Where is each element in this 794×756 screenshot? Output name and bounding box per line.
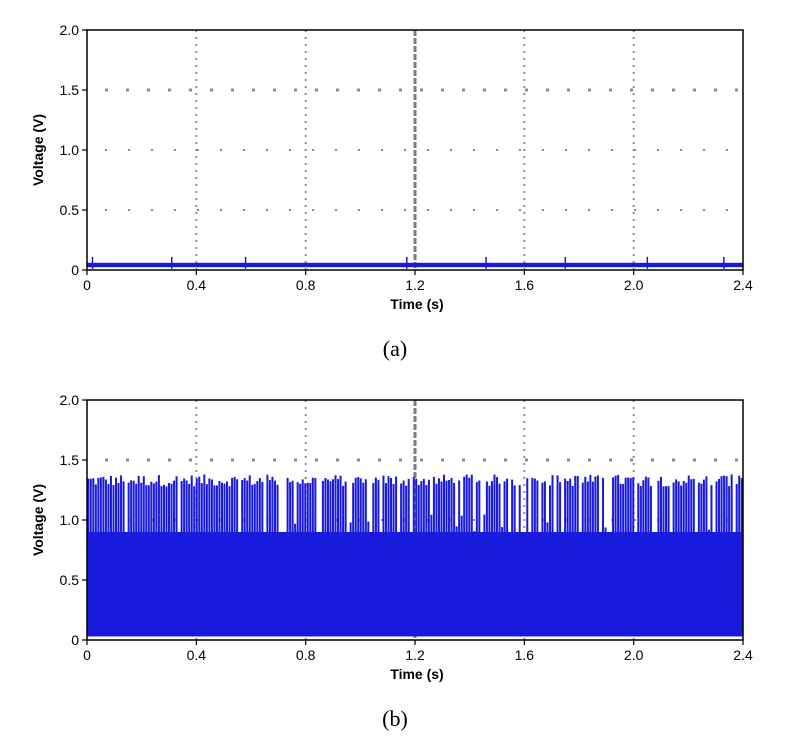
y-tick-label: 0.5 [60, 202, 80, 218]
x-tick-label: 0.8 [296, 647, 316, 663]
y-tick-label: 2.0 [60, 22, 80, 38]
panel-caption: (a) [383, 336, 407, 361]
x-tick-label: 1.6 [515, 277, 535, 293]
x-tick-label: 0.4 [187, 647, 207, 663]
y-axis-label: Voltage (V) [30, 484, 46, 556]
x-tick-label: 1.2 [405, 647, 425, 663]
panel-caption: (b) [382, 706, 408, 731]
series-trace [87, 474, 743, 637]
x-axis-label: Time (s) [390, 296, 443, 312]
x-tick-label: 2.4 [733, 647, 753, 663]
x-tick-label: 0.8 [296, 277, 316, 293]
y-tick-label: 1.0 [60, 512, 80, 528]
x-tick-label: 0 [83, 647, 91, 663]
y-tick-label: 1.5 [60, 82, 80, 98]
y-tick-label: 2.0 [60, 392, 80, 408]
y-axis-label: Voltage (V) [30, 114, 46, 186]
x-tick-label: 1.2 [405, 277, 425, 293]
series-fill [87, 532, 743, 637]
x-tick-label: 0 [83, 277, 91, 293]
y-tick-label: 0 [71, 262, 79, 278]
x-axis-label: Time (s) [390, 666, 443, 682]
panel-a: 0 0.4 0.8 1.2 1.6 2.0 2.4 0 0.5 1.0 1.5 2.0 Time (s)… [30, 22, 753, 361]
y-tick-label: 0 [71, 632, 79, 648]
y-tick-label: 1.0 [60, 142, 80, 158]
y-tick-label: 0.5 [60, 572, 80, 588]
x-tick-label: 2.0 [624, 647, 644, 663]
x-tick-label: 2.0 [624, 277, 644, 293]
y-tick-label: 1.5 [60, 452, 80, 468]
x-tick-label: 2.4 [733, 277, 753, 293]
x-tick-label: 0.4 [187, 277, 207, 293]
series-band [87, 262, 743, 268]
panel-b: 0 0.4 0.8 1.2 1.6 2.0 2.4 0 0.5 1.0 1.5 2.0 Time (s)… [30, 392, 753, 731]
x-tick-label: 1.6 [515, 647, 535, 663]
